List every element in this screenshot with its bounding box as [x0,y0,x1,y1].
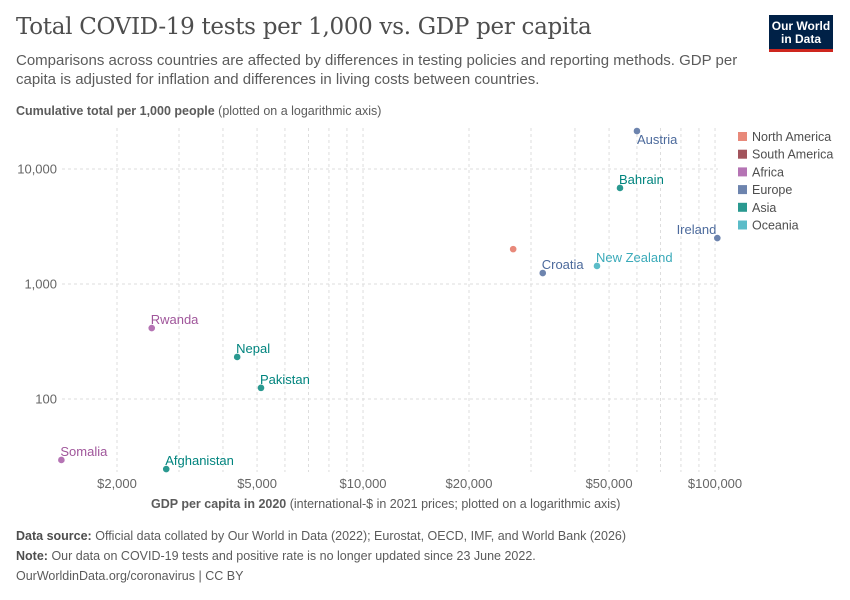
point-label: Nepal [236,341,270,356]
source-label: Data source: [16,529,92,543]
data-source: Data source: Official data collated by O… [16,529,626,543]
data-point [714,234,721,242]
source-text: Official data collated by Our World in D… [95,529,627,543]
legend-label: Asia [752,201,776,215]
x-tick-label: $2,000 [97,476,137,491]
point-label: Austria [637,132,678,147]
legend-label: Oceania [752,219,799,233]
legend-swatch [738,220,747,230]
y-tick-label: 10,000 [17,162,57,177]
x-tick-label: $20,000 [446,476,493,491]
data-point [539,269,547,277]
scatter-plot: Cumulative total per 1,000 people (plott… [16,104,833,511]
point-label: Ireland [677,222,717,237]
x-axis-label: GDP per capita in 2020 (international-$ … [151,497,620,511]
legend-swatch [738,132,747,141]
legend-label: Europe [752,183,792,197]
legend-swatch [738,149,747,159]
gridlines [62,128,718,472]
chart-subtitle: Comparisons across countries are affecte… [16,52,738,88]
legend-label: North America [752,130,831,144]
x-tick-label: $5,000 [237,476,277,491]
data-point [616,184,624,192]
data-point [633,127,641,135]
note: Note: Our data on COVID-19 tests and pos… [16,549,536,563]
legend-label: Africa [752,165,784,179]
y-tick-label: 1,000 [24,277,57,292]
x-tick-label: $10,000 [340,476,387,491]
data-point [593,262,601,270]
y-tick-label: 100 [35,392,57,407]
note-label: Note: [16,549,48,563]
axis-ticks: 100 1,000 10,000 $2,000 $5,000 $10,000 $20,000… [17,162,742,492]
point-label: Pakistan [260,372,310,387]
legend-swatch [738,167,747,177]
owid-logo[interactable]: Our World in Data [769,15,833,52]
data-point [509,245,517,253]
data-point [162,465,170,473]
legend-swatch [738,185,747,195]
x-tick-label: $100,000 [688,476,742,491]
point-label: Afghanistan [165,453,234,468]
data-points: Somalia Rwanda Afghanistan Nepal Pakistan Cro… [58,127,721,473]
x-tick-label: $50,000 [586,476,633,491]
data-point [257,384,265,392]
data-point [148,324,156,332]
point-label: New Zealand [596,250,673,265]
data-point [233,353,241,361]
note-text: Our data on COVID-19 tests and positive … [51,549,536,563]
point-label: Bahrain [619,172,664,187]
chart-title: Total COVID-19 tests per 1,000 vs. GDP p… [16,14,592,40]
y-axis-label: Cumulative total per 1,000 people (plott… [16,104,381,118]
legend-label: South America [752,148,833,162]
point-label: Rwanda [151,312,199,327]
data-point [58,456,65,464]
point-label: Somalia [60,444,108,459]
legend: North America South America Africa Europe As… [738,130,833,233]
legend-swatch [738,202,747,212]
source-url-link[interactable]: OurWorldinData.org/coronavirus | CC BY [16,569,244,583]
point-label: Croatia [542,257,585,272]
